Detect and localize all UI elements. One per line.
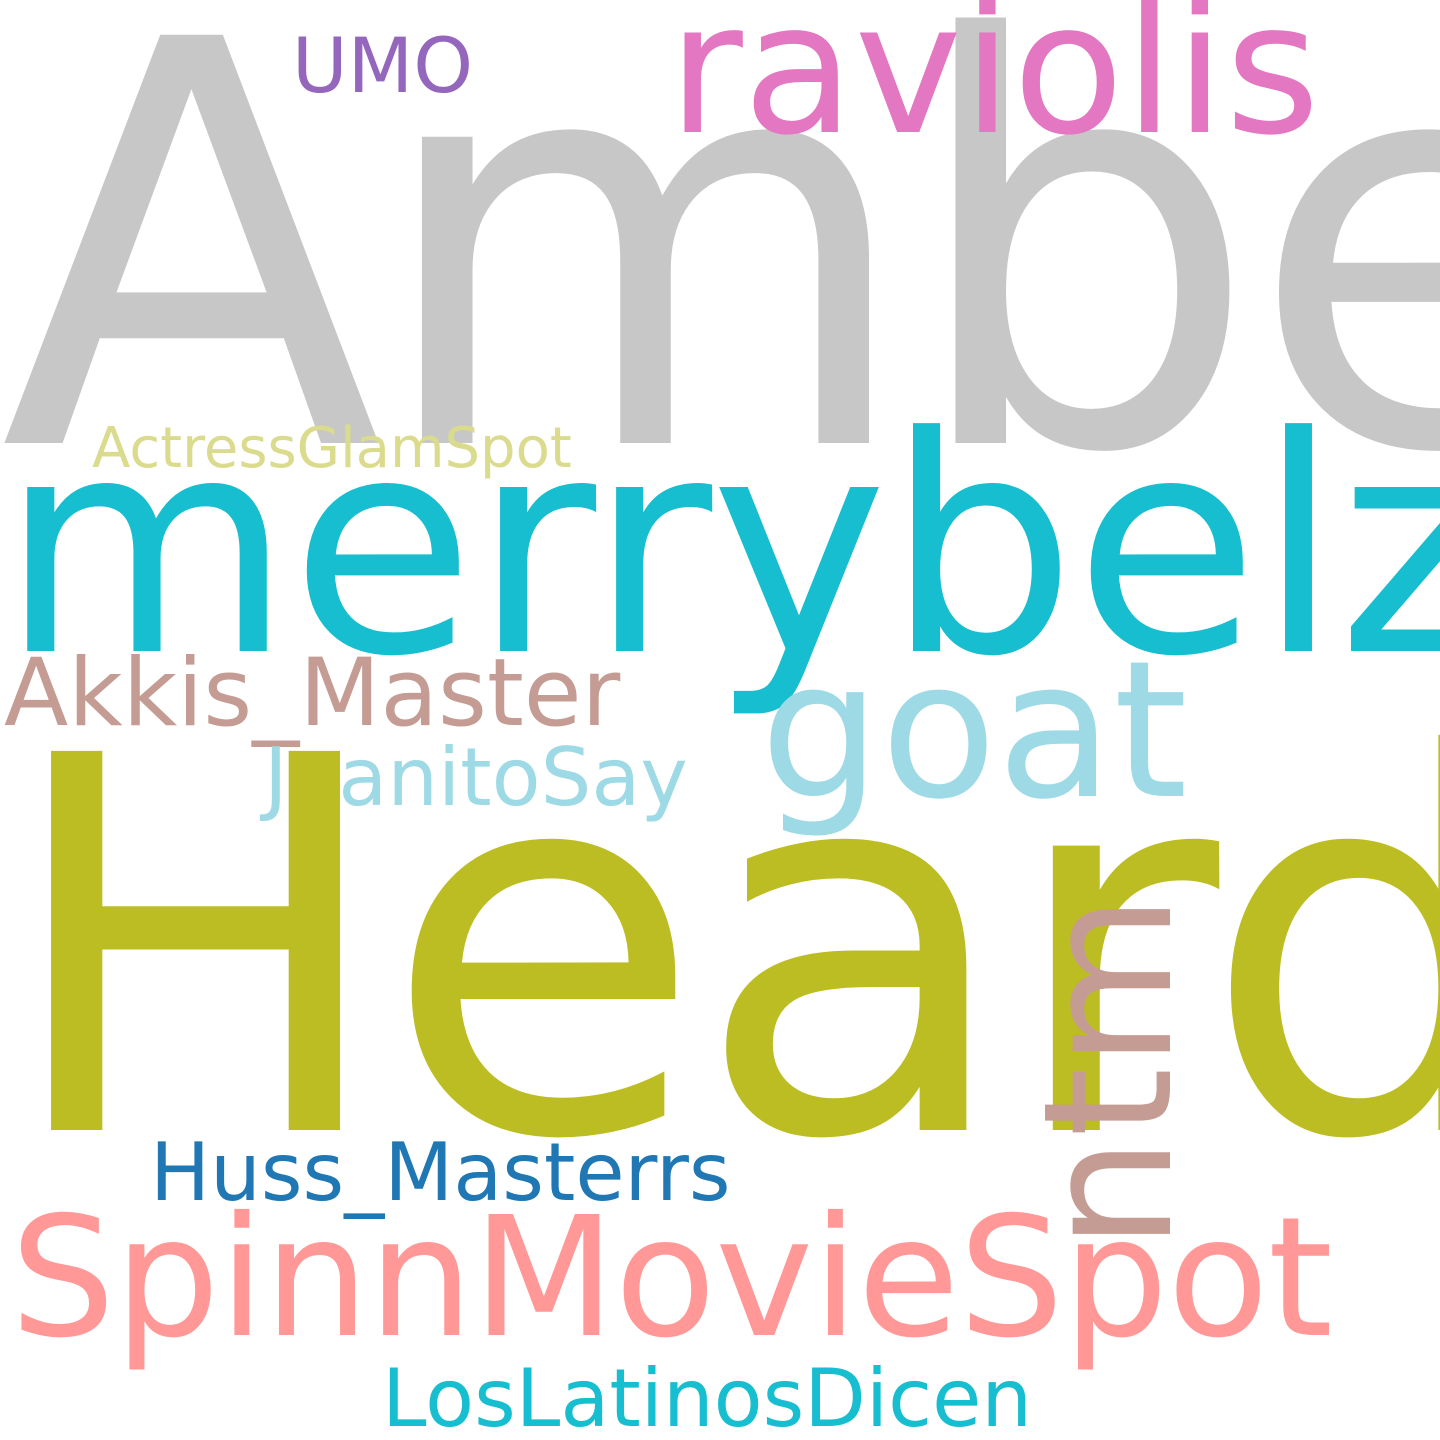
word-loslatinosdicen: LosLatinosDicen — [382, 1352, 1033, 1440]
word-akkis-master: Akkis_Master — [4, 639, 621, 748]
word-spinnmoviespot: SpinnMovieSpot — [10, 1182, 1333, 1375]
word-merrybelz: merrybelz — [0, 373, 1440, 722]
word-raviolis: raviolis — [668, 0, 1320, 175]
word-huss-masterrs: Huss_Masterrs — [150, 1126, 731, 1219]
word-heard: Heard — [0, 647, 1440, 1253]
word-goat: goat — [760, 620, 1188, 841]
word-actressglamspot: ActressGlamSpot — [92, 416, 572, 481]
word-juanitosay: JuanitoSay — [264, 731, 688, 824]
word-umo: UMO — [292, 21, 474, 110]
